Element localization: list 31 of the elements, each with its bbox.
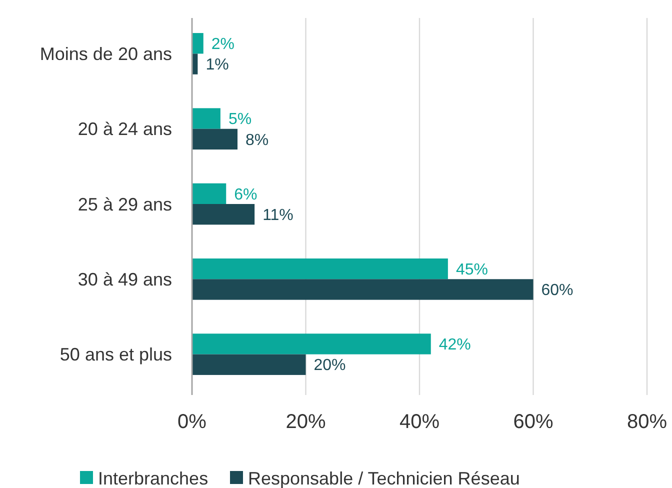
data-label: 5%	[228, 111, 252, 128]
y-tick-label: 25 à 29 ans	[78, 194, 172, 214]
bar	[192, 204, 255, 225]
y-tick-label: 50 ans et plus	[60, 344, 172, 365]
data-label: 45%	[456, 261, 488, 278]
bar	[192, 183, 226, 204]
data-label: 2%	[211, 36, 234, 53]
bar	[192, 33, 204, 54]
data-label: 11%	[262, 206, 294, 224]
data-label: 60%	[541, 282, 574, 300]
legend-label: Interbranches	[98, 468, 208, 488]
x-tick-label: 80%	[626, 411, 668, 433]
data-label: 20%	[314, 357, 346, 374]
data-label: 1%	[206, 56, 229, 74]
x-tick-label: 60%	[513, 411, 554, 433]
data-label: 42%	[438, 336, 471, 354]
y-tick-label: 20 à 24 ans	[78, 119, 172, 140]
legend-label: Responsable / Technicien Réseau	[248, 468, 520, 488]
bar	[192, 334, 431, 354]
x-tick-label: 20%	[286, 411, 326, 433]
data-label: 8%	[246, 132, 269, 149]
y-tick-label: Moins de 20 ans	[40, 44, 172, 64]
bar	[192, 108, 220, 129]
bar	[192, 279, 534, 300]
bar	[192, 354, 306, 375]
x-tick-label: 40%	[399, 411, 440, 433]
x-tick-label: 0%	[178, 411, 207, 433]
data-label: 6%	[234, 186, 258, 204]
y-tick-label: 30 à 49 ans	[78, 269, 172, 290]
bar	[192, 258, 448, 280]
bar	[192, 128, 238, 150]
